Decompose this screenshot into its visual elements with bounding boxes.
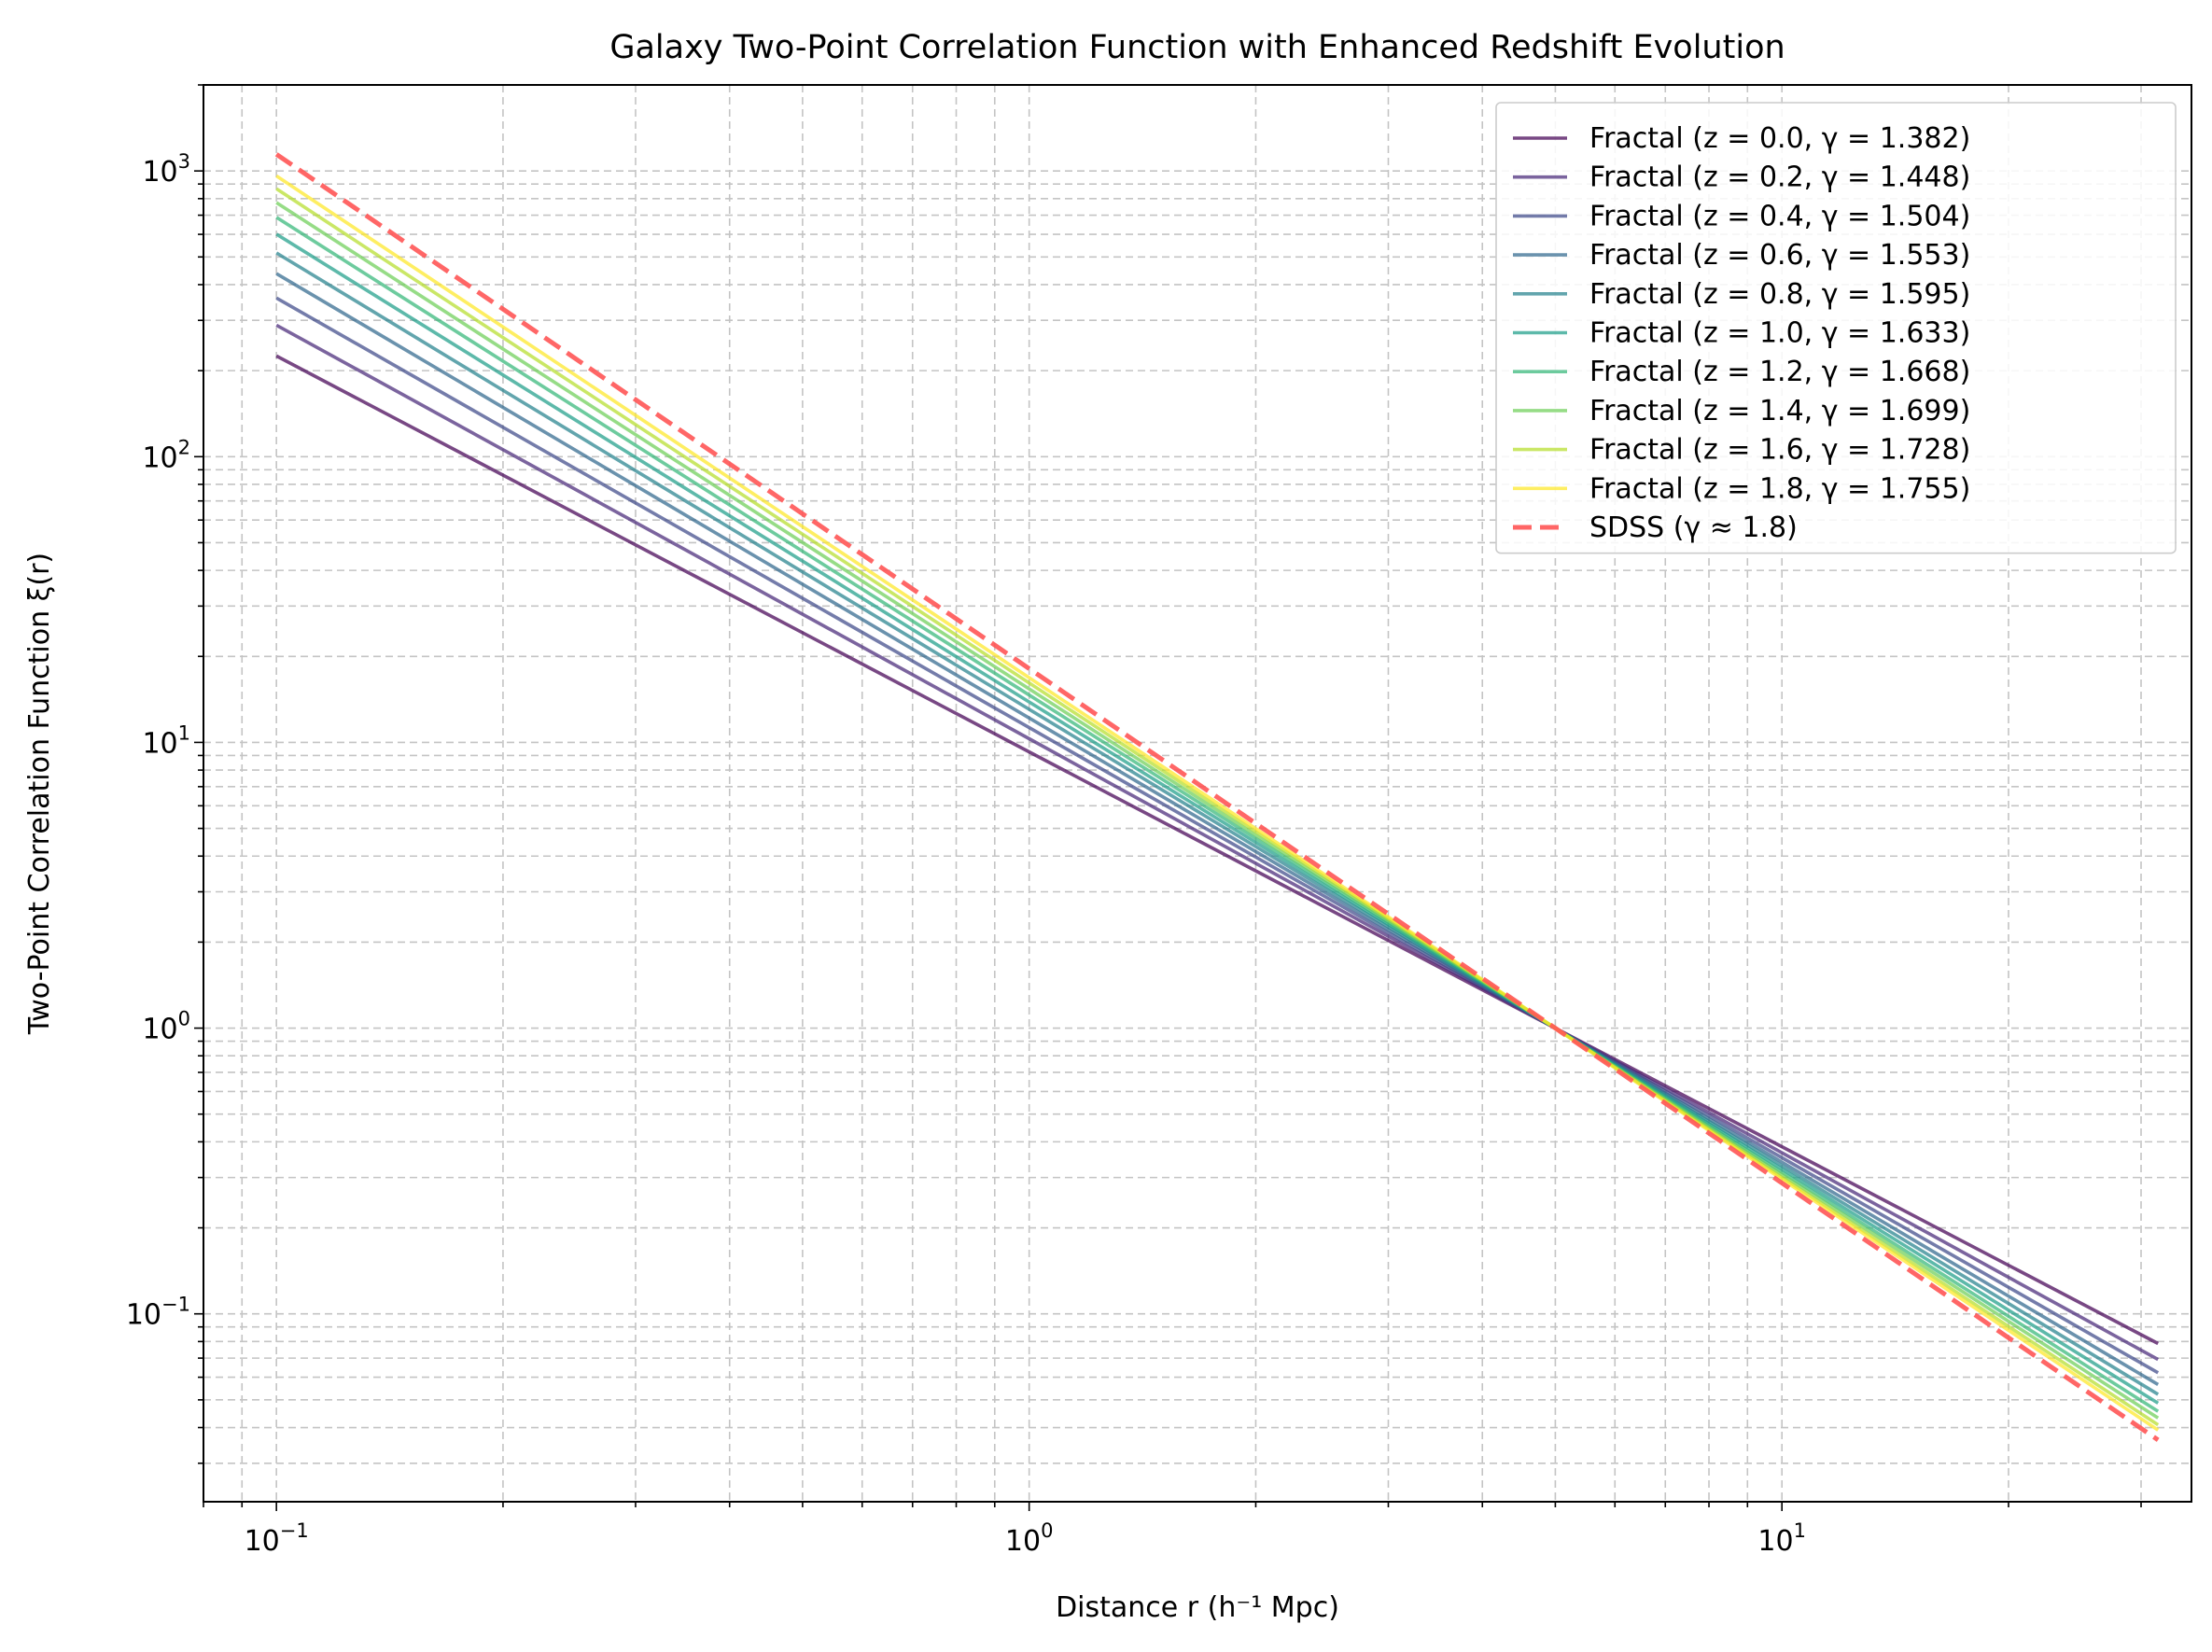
legend-label-1: Fractal (z = 0.2, γ = 1.448): [1589, 161, 1970, 194]
plot-frame: [203, 84, 2192, 1503]
series-line-8: [275, 187, 2160, 1427]
legend: Fractal (z = 0.0, γ = 1.382) Fractal (z =…: [1495, 102, 2177, 554]
y-axis-label: Two-Point Correlation Function ξ(r): [23, 553, 56, 1035]
series-line-10: [274, 152, 2160, 1442]
series-line-9: [275, 175, 2160, 1432]
x-tick-label: 101: [1757, 1519, 1806, 1558]
series-line-6: [275, 216, 2160, 1413]
series-line-3: [275, 272, 2160, 1386]
y-tick-label: 102: [142, 436, 190, 474]
x-axis-label: Distance r (h⁻¹ Mpc): [1056, 1591, 1339, 1624]
y-tick-label: 101: [142, 721, 190, 760]
axis-ticks: 10−1 100 101 10−1 100 101 102 103: [126, 84, 2142, 1558]
legend-label-10: SDSS (γ ≈ 1.8): [1589, 511, 1798, 544]
series-line-2: [275, 296, 2160, 1375]
legend-label-6: Fractal (z = 1.2, γ = 1.668): [1589, 356, 1970, 388]
legend-label-7: Fractal (z = 1.4, γ = 1.699): [1589, 395, 1970, 427]
legend-label-0: Fractal (z = 0.0, γ = 1.382): [1589, 122, 1970, 155]
legend-label-5: Fractal (z = 1.0, γ = 1.633): [1589, 317, 1970, 350]
x-tick-label: 10−1: [245, 1519, 309, 1558]
series-line-0: [275, 354, 2160, 1346]
y-tick-label: 100: [142, 1008, 190, 1046]
legend-box: [1495, 102, 2177, 554]
series-line-5: [275, 232, 2160, 1405]
y-tick-label: 103: [142, 150, 190, 189]
x-tick-label: 100: [1005, 1519, 1054, 1558]
legend-label-8: Fractal (z = 1.6, γ = 1.728): [1589, 434, 1970, 467]
legend-label-2: Fractal (z = 0.4, γ = 1.504): [1589, 200, 1970, 232]
chart-title: Galaxy Two-Point Correlation Function wi…: [609, 29, 1785, 66]
plot-lines: [274, 152, 2160, 1442]
series-line-4: [275, 251, 2160, 1396]
series-line-1: [275, 323, 2160, 1362]
y-tick-label: 10−1: [126, 1294, 190, 1332]
legend-label-3: Fractal (z = 0.6, γ = 1.553): [1589, 239, 1970, 272]
series-line-7: [275, 201, 2160, 1420]
legend-label-9: Fractal (z = 1.8, γ = 1.755): [1589, 472, 1970, 505]
legend-label-4: Fractal (z = 0.8, γ = 1.595): [1589, 278, 1970, 311]
